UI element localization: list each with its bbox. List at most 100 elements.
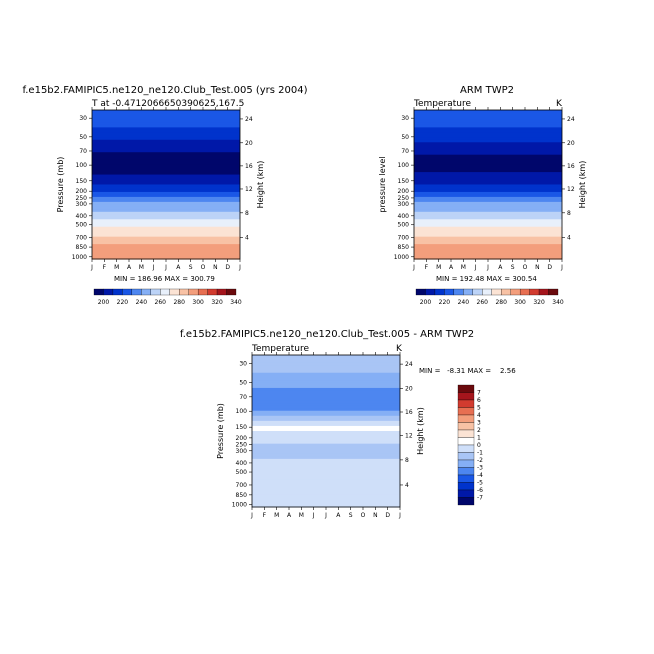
heatmap-band — [252, 395, 400, 399]
y-tick-label: 700 — [236, 482, 248, 489]
colorbar-label: 3 — [477, 420, 481, 427]
heatmap-band — [92, 144, 240, 148]
heatmap-band — [252, 370, 400, 374]
heatmap-band — [414, 174, 562, 178]
heatmap-band — [92, 139, 240, 143]
heatmap-band — [252, 367, 400, 371]
heatmap-band — [414, 236, 562, 240]
heatmap-band — [414, 219, 562, 223]
panel-model-title: f.e15b2.FAMIPIC5.ne120_ne120.Club_Test.0… — [22, 85, 307, 96]
heatmap-band — [414, 216, 562, 220]
colorbar-label: 240 — [136, 299, 148, 306]
colorbar-swatch — [434, 288, 445, 296]
heatmap-band — [252, 403, 400, 407]
heatmap-band — [92, 164, 240, 168]
right-tick-label: 4 — [245, 234, 249, 241]
colorbar-label: 2 — [477, 427, 481, 434]
panel-model-stats: MIN = 186.96 MAX = 300.79 — [114, 275, 215, 283]
x-tick-label: A — [176, 264, 181, 271]
colorbar-label: 320 — [211, 299, 223, 306]
right-tick-label: 12 — [245, 186, 253, 193]
right-tick-label: 24 — [245, 116, 253, 123]
colorbar-label: 320 — [533, 299, 545, 306]
heatmap-band — [92, 249, 240, 253]
colorbar-label: 340 — [230, 299, 242, 306]
heatmap-band — [92, 191, 240, 196]
colorbar-swatch — [457, 474, 475, 483]
heatmap-band — [92, 201, 240, 205]
colorbar-label: 6 — [477, 397, 481, 404]
heatmap-band — [252, 387, 400, 392]
y-tick-label: 500 — [76, 222, 88, 229]
heatmap-band — [92, 254, 240, 258]
y-tick-label: 400 — [236, 460, 248, 467]
panel-obs-subtitle: Temperature — [413, 99, 471, 109]
heatmap-band — [92, 236, 240, 240]
x-tick-label: M — [299, 512, 304, 519]
heatmap-band — [414, 179, 562, 183]
colorbar-swatch — [141, 288, 151, 296]
y-tick-label: 70 — [239, 394, 247, 401]
y-tick-label: 70 — [401, 148, 409, 155]
heatmap-band — [414, 194, 562, 198]
heatmap-band — [92, 119, 240, 124]
y-tick-label: 300 — [76, 201, 88, 208]
heatmap-band — [92, 124, 240, 128]
heatmap-band — [92, 246, 240, 250]
heatmap-band — [252, 479, 400, 483]
x-tick-label: M — [114, 264, 119, 271]
heatmap-band — [92, 224, 240, 228]
right-tick-label: 12 — [567, 186, 575, 193]
right-tick-label: 20 — [245, 140, 253, 147]
y-tick-label: 100 — [236, 408, 248, 415]
x-tick-label: F — [263, 512, 267, 519]
x-tick-label: D — [547, 264, 552, 271]
colorbar-label: -7 — [477, 495, 483, 502]
heatmap-band — [414, 246, 562, 250]
x-tick-label: A — [449, 264, 454, 271]
x-tick-label: S — [349, 512, 353, 519]
colorbar-swatch — [457, 452, 475, 461]
x-tick-label: D — [225, 264, 230, 271]
heatmap-band — [252, 436, 400, 440]
heatmap-band — [252, 428, 400, 432]
heatmap-band — [92, 184, 240, 188]
panel-diff-subtitle: Temperature — [251, 344, 309, 354]
heatmap-band — [252, 448, 400, 452]
heatmap-band — [414, 189, 562, 193]
colorbar-swatch — [122, 288, 133, 296]
x-tick-label: O — [523, 264, 528, 271]
heatmap-band — [92, 149, 240, 153]
heatmap-band — [414, 182, 562, 186]
heatmap-band — [252, 446, 400, 450]
colorbar-swatch — [179, 288, 189, 296]
x-tick-label: S — [511, 264, 515, 271]
colorbar-swatch — [457, 384, 475, 393]
x-tick-label: F — [103, 264, 107, 271]
y-axis-label: Pressure (mb) — [216, 403, 225, 459]
heatmap-band — [252, 451, 400, 455]
heatmap-band — [414, 134, 562, 138]
y-tick-label: 300 — [398, 201, 410, 208]
y-tick-label: 250 — [76, 195, 88, 202]
heatmap-band — [252, 377, 400, 381]
heatmap-band — [414, 177, 562, 181]
y-axis-label: Pressure (mb) — [56, 157, 65, 213]
x-tick-label: N — [213, 264, 218, 271]
colorbar-swatch — [457, 497, 475, 506]
colorbar-swatch — [160, 288, 170, 296]
heatmap-band — [252, 469, 400, 473]
heatmap-band — [252, 438, 400, 442]
y-tick-label: 70 — [79, 148, 87, 155]
y-tick-label: 50 — [239, 379, 247, 386]
right-tick-label: 16 — [405, 409, 413, 416]
colorbar-swatch — [112, 288, 123, 296]
heatmap-band — [92, 239, 240, 243]
y-tick-label: 250 — [398, 195, 410, 202]
heatmap-band — [92, 182, 240, 186]
colorbar-swatch — [453, 288, 464, 296]
y-tick-label: 850 — [236, 492, 248, 499]
colorbar-swatch — [150, 288, 161, 296]
heatmap-band — [414, 229, 562, 233]
x-tick-label: A — [498, 264, 503, 271]
